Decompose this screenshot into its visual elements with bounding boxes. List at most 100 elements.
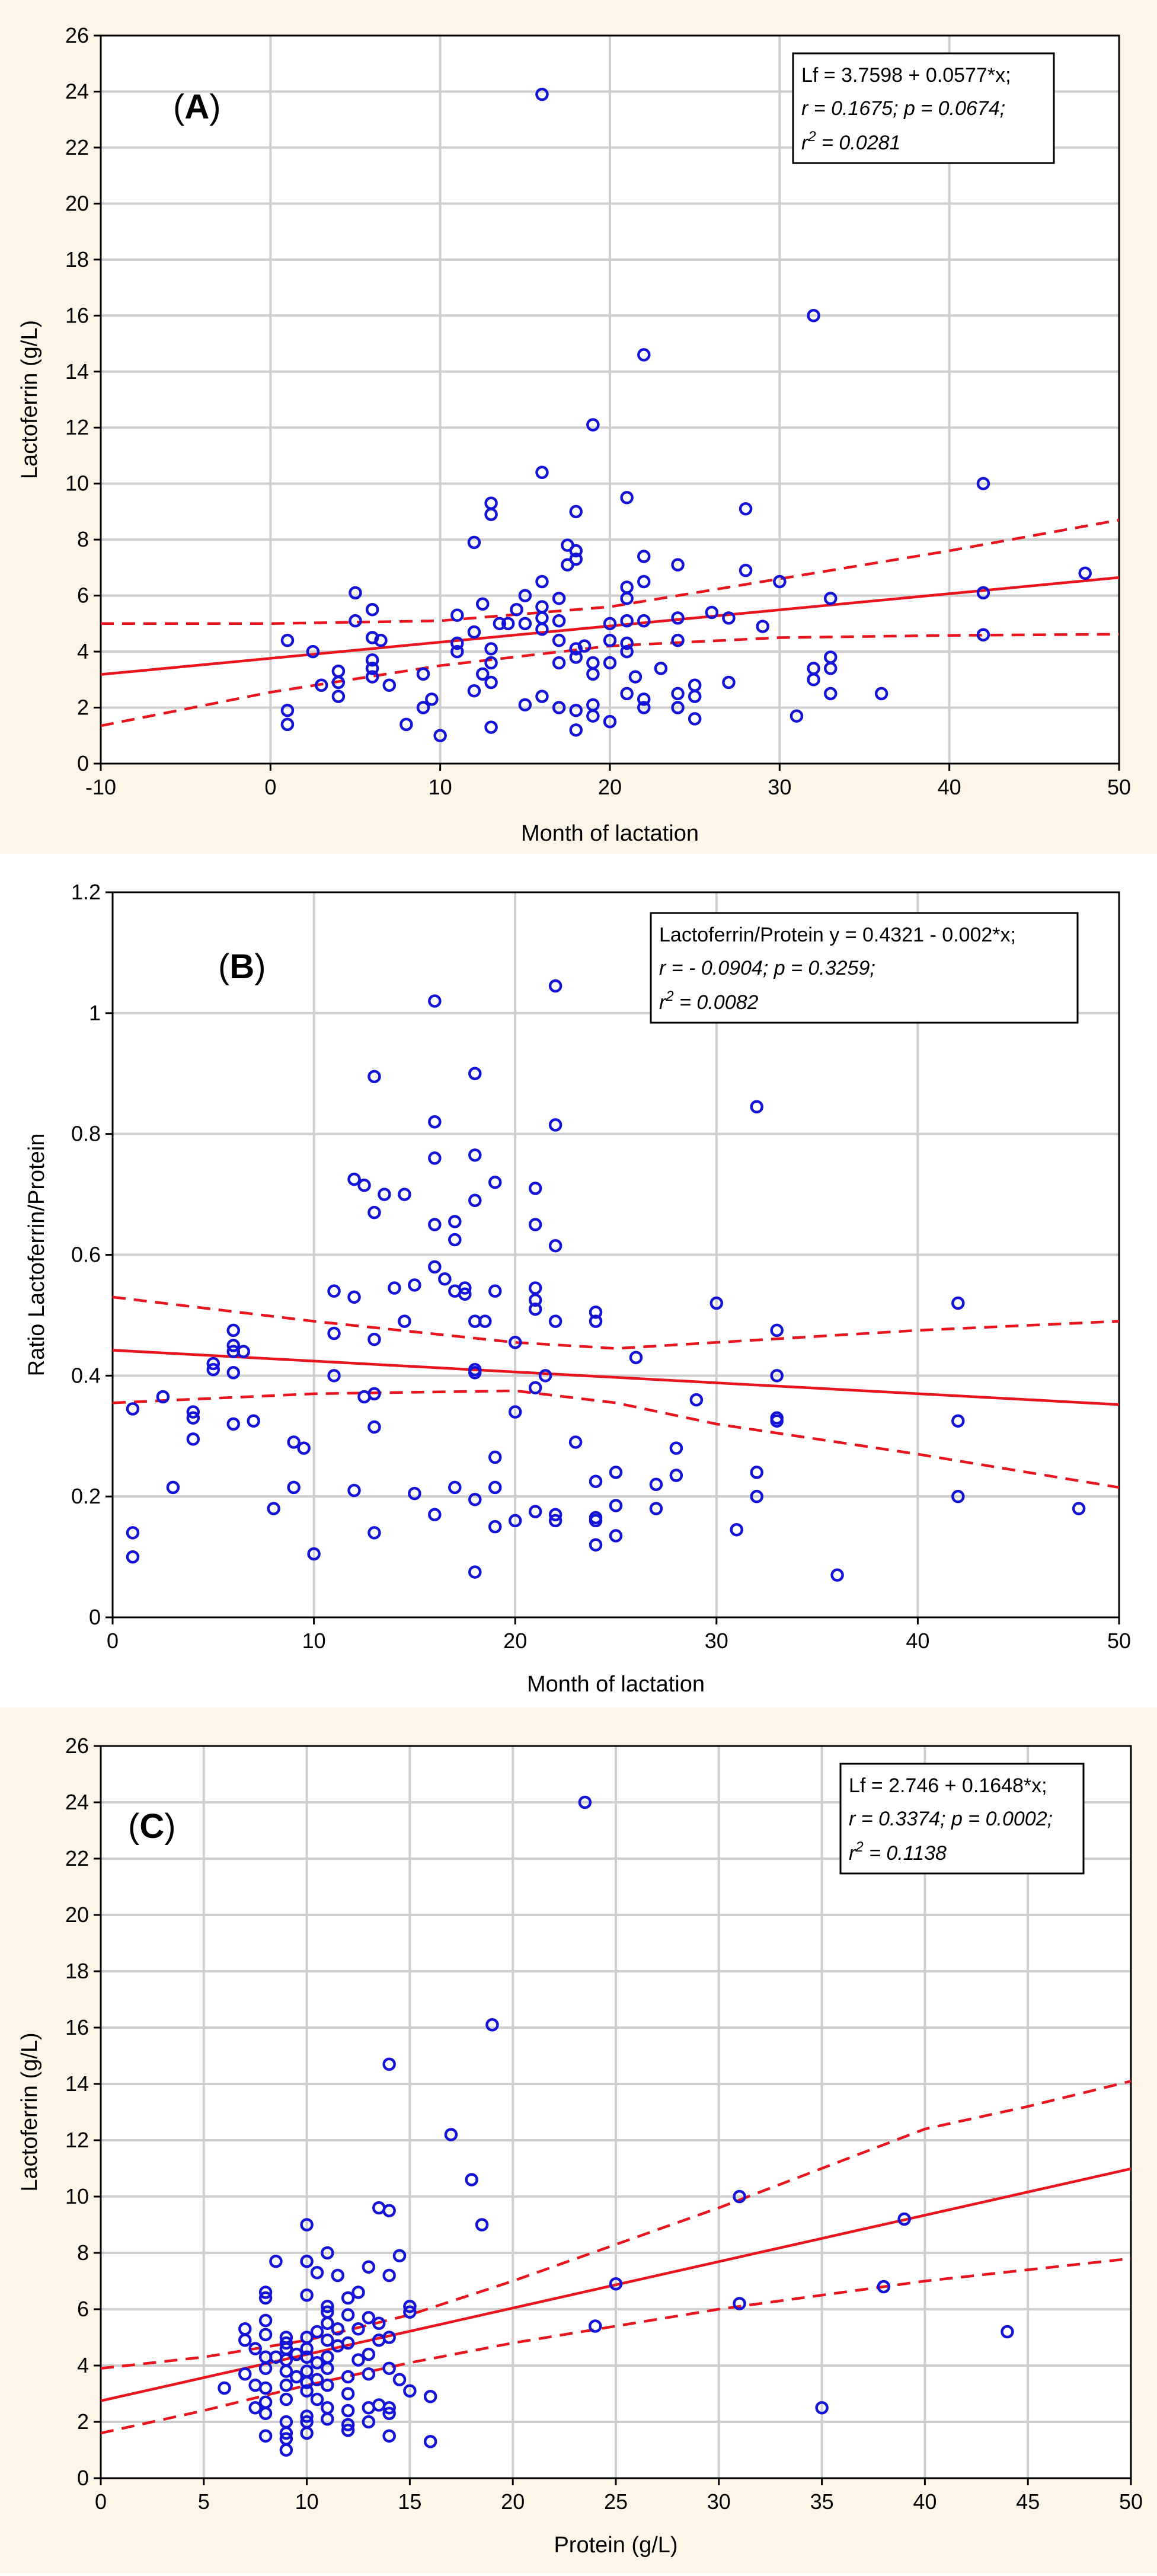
data-point (1001, 2325, 1014, 2339)
y-axis-label: Ratio Lactoferrin/Protein (24, 1134, 49, 1377)
data-point (637, 692, 651, 706)
data-point (365, 653, 379, 667)
data-point (186, 1405, 200, 1419)
r2-symbol: r (801, 132, 809, 154)
data-point (488, 1520, 502, 1534)
data-point (790, 709, 804, 723)
data-point (289, 2370, 303, 2384)
data-point (287, 1435, 301, 1449)
chart-panel-a: -10 0 10 20 30 40 50 0 2 4 6 8 10 12 14 16 18 20 22 24 26 Mon… (0, 0, 1157, 854)
panel-label: (C) (128, 1807, 176, 1846)
data-point (423, 2390, 437, 2403)
x-tick-label: 30 (768, 775, 791, 799)
data-point (382, 2429, 396, 2443)
data-point (321, 2412, 334, 2426)
data-point (267, 1502, 280, 1515)
data-point (488, 1175, 502, 1189)
data-point (476, 597, 490, 611)
data-point (548, 1118, 562, 1132)
data-point (705, 605, 719, 620)
data-point (416, 667, 430, 681)
data-point (815, 2401, 829, 2415)
y-tick-label: 12 (65, 415, 89, 439)
data-point (218, 2381, 231, 2395)
data-point (367, 1526, 381, 1540)
data-point (671, 558, 685, 572)
data-point (508, 1405, 522, 1419)
data-point (569, 552, 583, 566)
chart-a-svg: -10 0 10 20 30 40 5002468101214161820222426Mon… (0, 0, 1157, 854)
data-point (300, 2426, 314, 2440)
data-point (569, 544, 583, 558)
x-tick-label: 15 (398, 2489, 421, 2514)
data-point (730, 1522, 744, 1537)
chart-panel-b: 0 10 20 30 40 50 0 0.2 0.4 0.6 0.8 1 1.2 Month of lac… (0, 854, 1157, 1707)
y-tick-label: 8 (77, 2240, 89, 2265)
data-point (226, 1323, 241, 1338)
y-tick-label: 16 (65, 303, 89, 327)
confidence-band-upper (101, 518, 1119, 625)
data-point (258, 2406, 273, 2420)
panel-label-letter: A (184, 88, 209, 126)
data-point (538, 1369, 552, 1383)
data-point (258, 2328, 273, 2341)
data-point (321, 2334, 334, 2347)
data-point (428, 1218, 442, 1231)
confidence-band-lower (113, 1389, 1119, 1489)
data-point (807, 673, 820, 687)
data-point (770, 1323, 784, 1338)
equation-line-2: r = 0.1675; p = 0.0674; (801, 97, 1005, 120)
data-point (589, 1538, 603, 1552)
data-point (300, 2384, 314, 2398)
data-point (488, 1284, 502, 1298)
x-tick-label: 10 (302, 1629, 326, 1653)
data-point (508, 1336, 522, 1349)
r2-symbol: r (659, 991, 667, 1014)
data-point (750, 1466, 763, 1479)
data-point (367, 1070, 381, 1084)
equation-box (792, 52, 1055, 164)
data-point (416, 701, 430, 714)
data-point (297, 1441, 311, 1455)
data-point (649, 1502, 663, 1515)
data-point (552, 701, 566, 714)
data-point (528, 1218, 542, 1231)
y-tick-label: 18 (65, 1959, 89, 1983)
data-point (448, 1215, 462, 1228)
data-point (450, 608, 464, 622)
data-point (392, 2249, 407, 2262)
data-point (327, 1284, 341, 1298)
data-point (126, 1550, 140, 1564)
data-point (823, 592, 838, 605)
data-point (331, 664, 346, 678)
data-point (331, 690, 346, 703)
r2-value: = 0.0082 (674, 991, 759, 1014)
data-point (341, 2291, 355, 2305)
equation-line-3: r2 = 0.0281 (801, 129, 900, 154)
data-point (238, 2367, 252, 2381)
data-point (1078, 566, 1092, 580)
data-point (458, 1287, 472, 1301)
data-point (367, 1332, 381, 1346)
data-point (398, 1314, 411, 1328)
data-point (374, 633, 388, 647)
data-point (166, 1480, 180, 1495)
y-tick-label: 14 (65, 2071, 89, 2096)
data-point (279, 2443, 293, 2457)
data-point (226, 1339, 241, 1352)
data-point (314, 678, 328, 692)
data-point (484, 720, 498, 734)
data-point (310, 2325, 324, 2339)
r2-value: = 0.0281 (816, 132, 901, 154)
data-point (351, 2285, 365, 2299)
data-point (535, 465, 549, 480)
data-point (552, 633, 566, 647)
r2-exponent: 2 (855, 1839, 863, 1855)
data-point (258, 2285, 273, 2299)
equation-line-3: r2 = 0.0082 (659, 988, 759, 1014)
data-point (620, 614, 634, 628)
x-tick-label: 45 (1016, 2489, 1040, 2514)
data-point (589, 1474, 603, 1488)
data-point (382, 2268, 396, 2283)
data-point (186, 1411, 200, 1425)
